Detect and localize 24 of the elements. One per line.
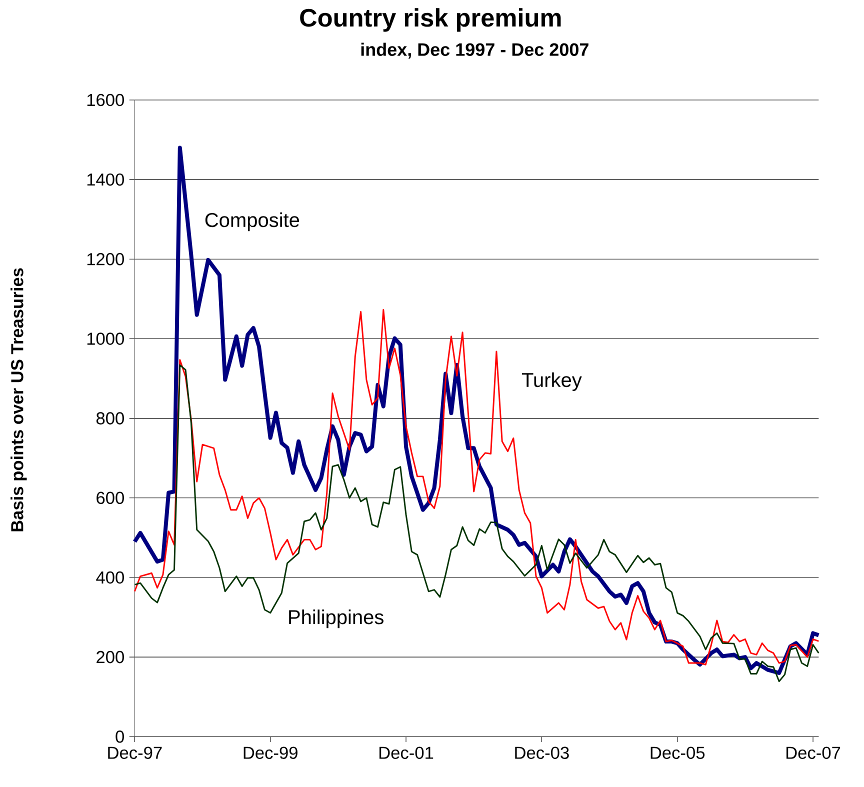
y-tick-label: 1600 — [87, 94, 124, 106]
y-tick-label: 1200 — [87, 253, 124, 266]
x-tick-label: Dec-97 — [108, 746, 162, 760]
chart-subtitle: index, Dec 1997 - Dec 2007 — [361, 42, 588, 59]
line-series — [134, 309, 820, 666]
series-label: Turkey — [522, 372, 582, 392]
line-series — [134, 364, 820, 682]
y-axis-title: Basis points over US Treasuries — [10, 268, 27, 532]
y-tick-label: 200 — [96, 651, 124, 664]
chart-title: Country risk premium — [300, 8, 561, 32]
x-tick-label: Dec-99 — [244, 746, 298, 760]
y-tick-label: 400 — [96, 572, 124, 584]
series-label: Composite — [205, 212, 300, 232]
x-tick-label: Dec-07 — [786, 746, 840, 760]
y-tick-label: 800 — [96, 412, 124, 425]
x-tick-label: Dec-03 — [515, 746, 569, 760]
y-tick-label: 1000 — [87, 332, 124, 346]
y-tick-label: 1400 — [87, 174, 124, 186]
y-tick-label: 0 — [116, 730, 124, 743]
series-label: Philippines — [289, 610, 384, 628]
y-tick-label: 600 — [96, 492, 124, 504]
line-series — [132, 146, 821, 676]
x-tick-label: Dec-01 — [379, 746, 434, 760]
x-tick-label: Dec-05 — [650, 746, 705, 760]
